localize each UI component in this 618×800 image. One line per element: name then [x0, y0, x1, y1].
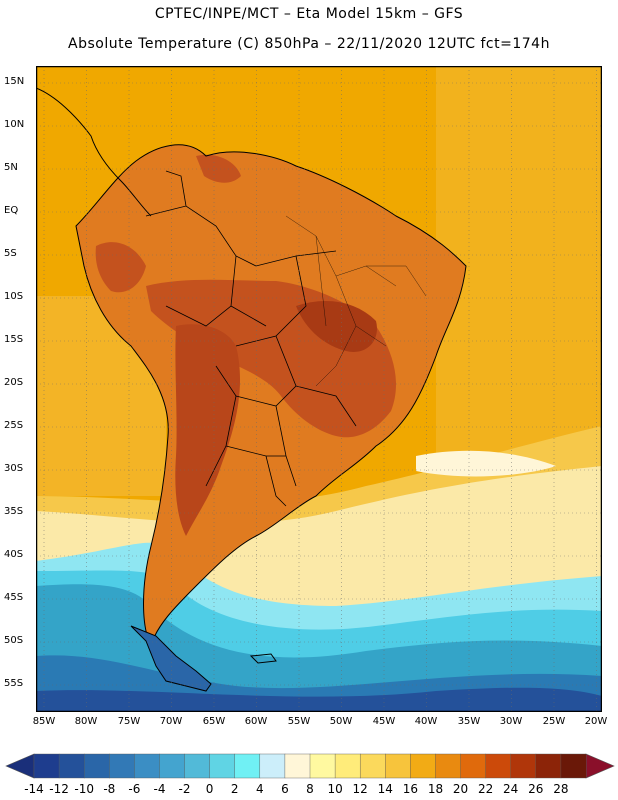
lat-label-55s: 55S	[4, 678, 24, 689]
colorbar-cell	[259, 753, 286, 779]
colorbar-cell	[209, 753, 236, 779]
colorbar-cell	[359, 753, 386, 779]
lon-label-40w: 40W	[414, 716, 438, 727]
colorbar-underflow-arrow	[5, 753, 35, 779]
lon-label-50w: 50W	[329, 716, 353, 727]
lon-label-80w: 80W	[74, 716, 98, 727]
temperature-map	[36, 66, 602, 712]
colorbar-cell	[83, 753, 110, 779]
colorbar-cell	[284, 753, 311, 779]
colorbar-cell	[234, 753, 261, 779]
lat-label-45s: 45S	[4, 592, 24, 603]
lat-label-50s: 50S	[4, 635, 24, 646]
colorbar-cell	[435, 753, 461, 779]
colorbar-cell	[159, 753, 185, 779]
colorbar-cell	[334, 753, 361, 779]
land-hot-north	[95, 242, 146, 293]
lat-label-20s: 20S	[4, 377, 24, 388]
chart-title-line1: CPTEC/INPE/MCT – Eta Model 15km – GFS	[154, 6, 464, 22]
colorbar-tick-label: 14	[377, 782, 393, 796]
lon-label-35w: 35W	[457, 716, 481, 727]
colorbar-overflow-arrow	[585, 753, 615, 779]
colorbar-cell	[460, 753, 487, 779]
lat-label-15n: 15N	[4, 76, 25, 87]
colorbar-cell	[410, 753, 436, 779]
colorbar-tick-label: 20	[452, 782, 469, 796]
state-borders	[285, 215, 427, 387]
colorbar-tick-label: 18	[427, 782, 444, 796]
lon-label-20w: 20W	[584, 716, 608, 727]
colorbar-tick-label: 12	[352, 782, 368, 796]
lat-label-eq: EQ	[4, 205, 19, 216]
colorbar-cell	[109, 753, 135, 779]
map-frame	[36, 66, 602, 712]
patagonia-tip	[130, 625, 212, 692]
colorbar-tick-label: -2	[178, 782, 191, 796]
colorbar-tick-label: 16	[402, 782, 419, 796]
lat-label-25s: 25S	[4, 420, 24, 431]
colorbar-cell	[184, 753, 211, 779]
central-america-coast	[36, 87, 152, 217]
colorbar-tick-label: 26	[528, 782, 544, 796]
lon-label-45w: 45W	[372, 716, 396, 727]
colorbar-cell	[560, 753, 587, 779]
lon-label-60w: 60W	[244, 716, 268, 727]
colorbar-tick-label: 4	[255, 782, 264, 796]
lat-label-5s: 5S	[4, 248, 17, 259]
colorbar-tick-label: 24	[503, 782, 519, 796]
colorbar-tick-label: -12	[49, 782, 69, 796]
lon-label-75w: 75W	[117, 716, 141, 727]
map-panel	[36, 66, 602, 712]
lon-label-25w: 25W	[542, 716, 566, 727]
colorbar-tick-label: -6	[128, 782, 141, 796]
colorbar-cell	[58, 753, 85, 779]
chart-title-line2: Absolute Temperature (C) 850hPa – 22/11/…	[68, 36, 550, 52]
lat-label-15s: 15S	[4, 334, 24, 345]
colorbar-tick-label: -8	[103, 782, 116, 796]
colorbar-tick-label: 10	[327, 782, 343, 796]
land-hottest	[296, 301, 377, 352]
zone-minus12c	[36, 687, 602, 712]
colorbar-tick-label: 8	[306, 782, 314, 796]
lat-label-40s: 40S	[4, 549, 24, 560]
colorbar-cell	[485, 753, 512, 779]
lat-label-35s: 35S	[4, 506, 24, 517]
lat-label-10s: 10S	[4, 291, 24, 302]
colorbar-cell	[309, 753, 336, 779]
colorbar-cell	[134, 753, 160, 779]
lat-label-30s: 30S	[4, 463, 24, 474]
colorbar-tick-label: 6	[281, 782, 289, 796]
country-borders	[145, 170, 357, 507]
lon-label-85w: 85W	[32, 716, 56, 727]
lon-label-65w: 65W	[202, 716, 226, 727]
land-hot-venezuela	[196, 154, 241, 183]
colorbar-tick-label: 0	[205, 782, 214, 796]
colorbar-tick-label: 2	[230, 782, 239, 796]
land-warm	[76, 144, 466, 647]
colorbar-tick-label: -4	[153, 782, 166, 796]
colorbar-cell	[510, 753, 537, 779]
lat-label-5n: 5N	[4, 162, 18, 173]
colorbar-tick-label: -10	[74, 782, 94, 796]
colorbar-tick-label: 28	[553, 782, 569, 796]
lat-label-10n: 10N	[4, 119, 25, 130]
lon-label-70w: 70W	[159, 716, 183, 727]
colorbar-cell	[385, 753, 411, 779]
colorbar	[5, 753, 615, 779]
lon-label-55w: 55W	[287, 716, 311, 727]
colorbar-cell	[535, 753, 562, 779]
colorbar-cell	[33, 753, 60, 779]
colorbar-tick-label: -14	[24, 782, 44, 796]
colorbar-tick-label: 22	[477, 782, 494, 796]
lon-label-30w: 30W	[499, 716, 523, 727]
coastline	[75, 144, 467, 648]
falkland-islands	[249, 653, 277, 664]
